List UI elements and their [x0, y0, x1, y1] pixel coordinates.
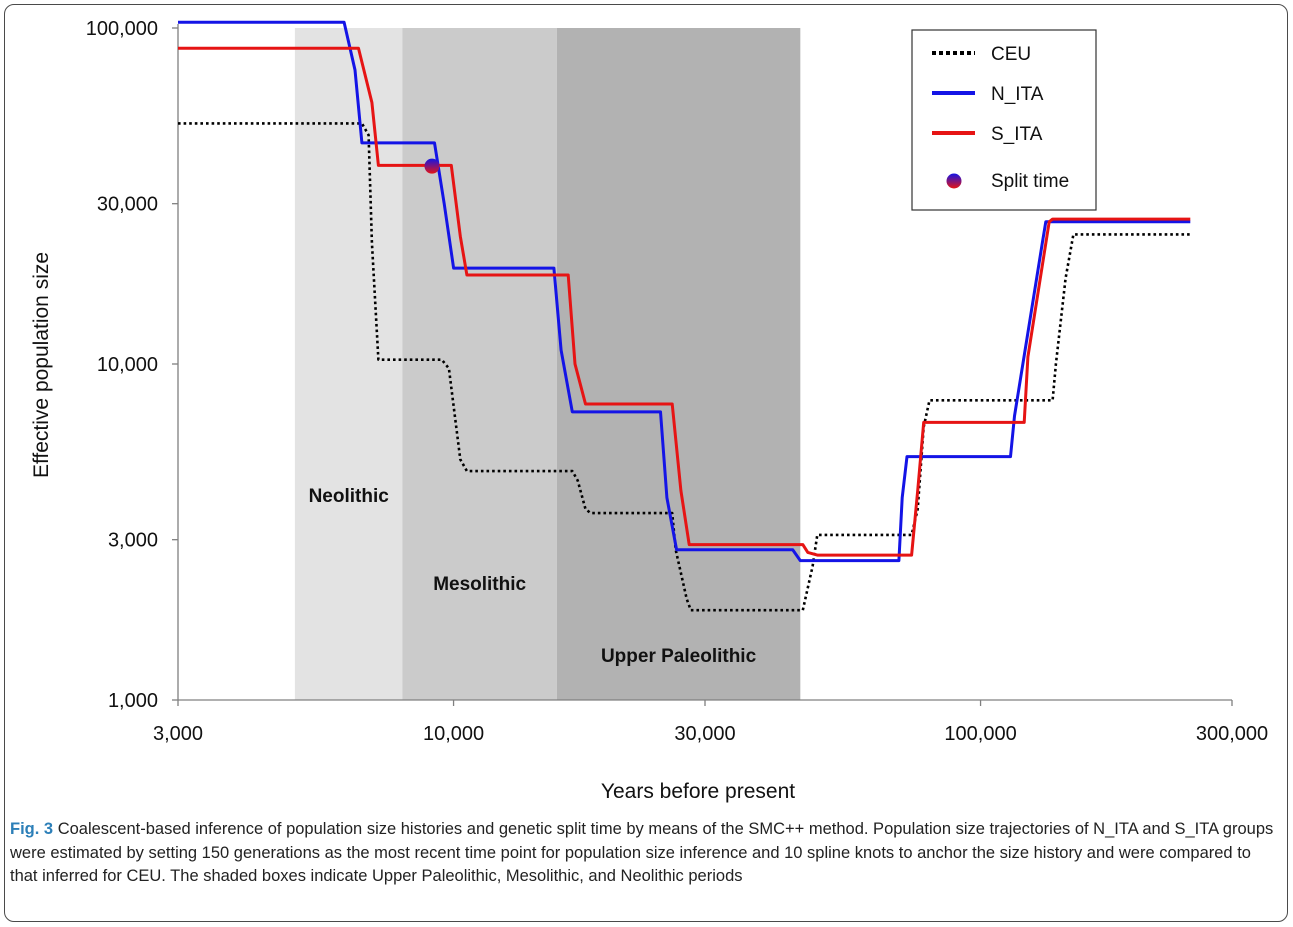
population-size-chart: Neolithic Mesolithic Upper Paleolithic 1,0…	[30, 18, 1268, 803]
period-band-mesolithic	[402, 28, 557, 700]
figure-caption: Fig. 3 Coalescent-based inference of pop…	[10, 818, 1278, 889]
caption-label: Fig. 3	[10, 820, 54, 838]
period-label-upper-paleolithic: Upper Paleolithic	[601, 646, 757, 667]
split-time-marker	[424, 158, 440, 174]
x-tick-label: 30,000	[674, 723, 735, 745]
period-label-neolithic: Neolithic	[309, 486, 390, 507]
y-tick-label: 1,000	[108, 690, 158, 712]
period-shading-layer: Neolithic Mesolithic Upper Paleolithic	[294, 28, 801, 700]
x-tick-label: 3,000	[153, 723, 203, 745]
period-band-upper-paleolithic	[556, 28, 801, 700]
period-label-mesolithic: Mesolithic	[433, 574, 526, 595]
y-tick-label: 30,000	[97, 194, 158, 216]
y-tick-label: 3,000	[108, 530, 158, 552]
x-tick-label: 300,000	[1196, 723, 1268, 745]
series-line-n-ita	[178, 20, 1191, 563]
legend-label-ceu: CEU	[991, 44, 1031, 65]
period-band-neolithic	[294, 28, 403, 700]
x-axis-title: Years before present	[601, 780, 795, 803]
legend-box	[911, 29, 1097, 211]
y-tick-label: 100,000	[86, 18, 158, 40]
legend: CEU N_ITA S_ITA Split time	[911, 29, 1097, 211]
figure-frame	[4, 4, 1288, 922]
y-axis-title: Effective population size	[30, 252, 53, 478]
axes-layer: 1,000 3,000 10,000 30,000 100,000 3,000 10,000…	[30, 18, 1268, 803]
legend-swatch-split-time	[946, 173, 962, 189]
caption-text: Coalescent-based inference of population…	[10, 820, 1274, 885]
y-tick-label: 10,000	[97, 354, 158, 376]
x-tick-label: 100,000	[944, 723, 1016, 745]
annotation-layer	[424, 158, 440, 174]
x-tick-label: 10,000	[423, 723, 484, 745]
legend-label-s-ita: S_ITA	[991, 124, 1043, 145]
series-line-ceu	[178, 122, 1191, 612]
legend-label-split-time: Split time	[991, 171, 1069, 192]
legend-label-n-ita: N_ITA	[991, 84, 1044, 105]
